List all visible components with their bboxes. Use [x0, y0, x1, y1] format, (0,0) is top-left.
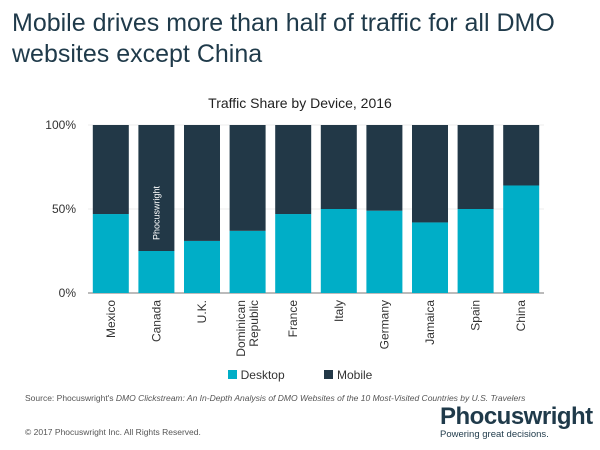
- legend-label: Desktop: [240, 368, 285, 382]
- bar-mobile: [138, 125, 175, 251]
- bar-desktop: [184, 240, 220, 293]
- bar-desktop: [275, 214, 312, 293]
- bar-mobile: [320, 125, 357, 209]
- copyright: © 2017 Phocuswright Inc. All Rights Rese…: [25, 427, 201, 437]
- x-tick-label: U.K.: [195, 300, 209, 323]
- source-title: DMO Clickstream: An In-Depth Analysis of…: [115, 393, 526, 403]
- bar-desktop: [320, 209, 357, 293]
- page-title: Mobile drives more than half of traffic …: [12, 9, 555, 68]
- bar-mobile: [275, 125, 312, 215]
- legend-swatch-mobile: [324, 370, 333, 379]
- bar-mobile: [184, 125, 220, 241]
- chart-title: Traffic Share by Device, 2016: [208, 95, 392, 111]
- stacked-bar-chart: 0% 50% 100% Mexico Canada Phocuswright U.K. Dom…: [45, 118, 544, 357]
- x-tick-label: Mexico: [104, 300, 118, 338]
- x-tick-label: Spain: [469, 300, 483, 331]
- legend-swatch-desktop: [227, 370, 237, 379]
- bar-desktop: [457, 209, 494, 293]
- y-tick-label: 0%: [59, 286, 77, 300]
- y-tick-label: 100%: [45, 118, 76, 132]
- bar-mobile: [503, 125, 540, 186]
- bar-mobile: [229, 125, 266, 231]
- logo-tagline: Powering great decisions.: [440, 429, 549, 440]
- x-tick-label: Jamaica: [423, 300, 437, 345]
- bar-mobile: [366, 125, 403, 211]
- x-tick-label: Italy: [332, 300, 346, 322]
- bar-desktop: [138, 251, 175, 293]
- bar-desktop: [366, 210, 403, 293]
- source-prefix: Source: Phocuswright's: [25, 393, 116, 403]
- x-tick-label: France: [286, 300, 300, 338]
- x-tick-label: Germany: [377, 300, 391, 349]
- x-tick-label: Canada: [149, 300, 163, 342]
- watermark: Phocuswright: [151, 185, 161, 240]
- logo-name: Phocuswright: [440, 403, 593, 430]
- source-note: Source: Phocuswright's DMO Clickstream: …: [25, 393, 525, 403]
- legend-desktop: Desktop: [227, 368, 285, 382]
- legend-mobile: Mobile: [324, 368, 372, 382]
- x-tick-label: Dominican: [234, 300, 248, 357]
- bar-desktop: [503, 185, 540, 293]
- bar-desktop: [92, 214, 129, 293]
- legend: Desktop Mobile: [0, 368, 600, 382]
- y-tick-label: 50%: [52, 202, 76, 216]
- bar-mobile: [92, 125, 129, 215]
- bar-desktop: [229, 230, 266, 293]
- bar-desktop: [412, 222, 448, 293]
- phocuswright-logo: Phocuswright Powering great decisions.: [440, 403, 593, 440]
- legend-label: Mobile: [337, 368, 373, 382]
- bar-mobile: [457, 125, 494, 209]
- x-tick-label: Republic: [247, 300, 261, 347]
- bar-mobile: [412, 125, 448, 223]
- x-tick-label: China: [514, 300, 528, 332]
